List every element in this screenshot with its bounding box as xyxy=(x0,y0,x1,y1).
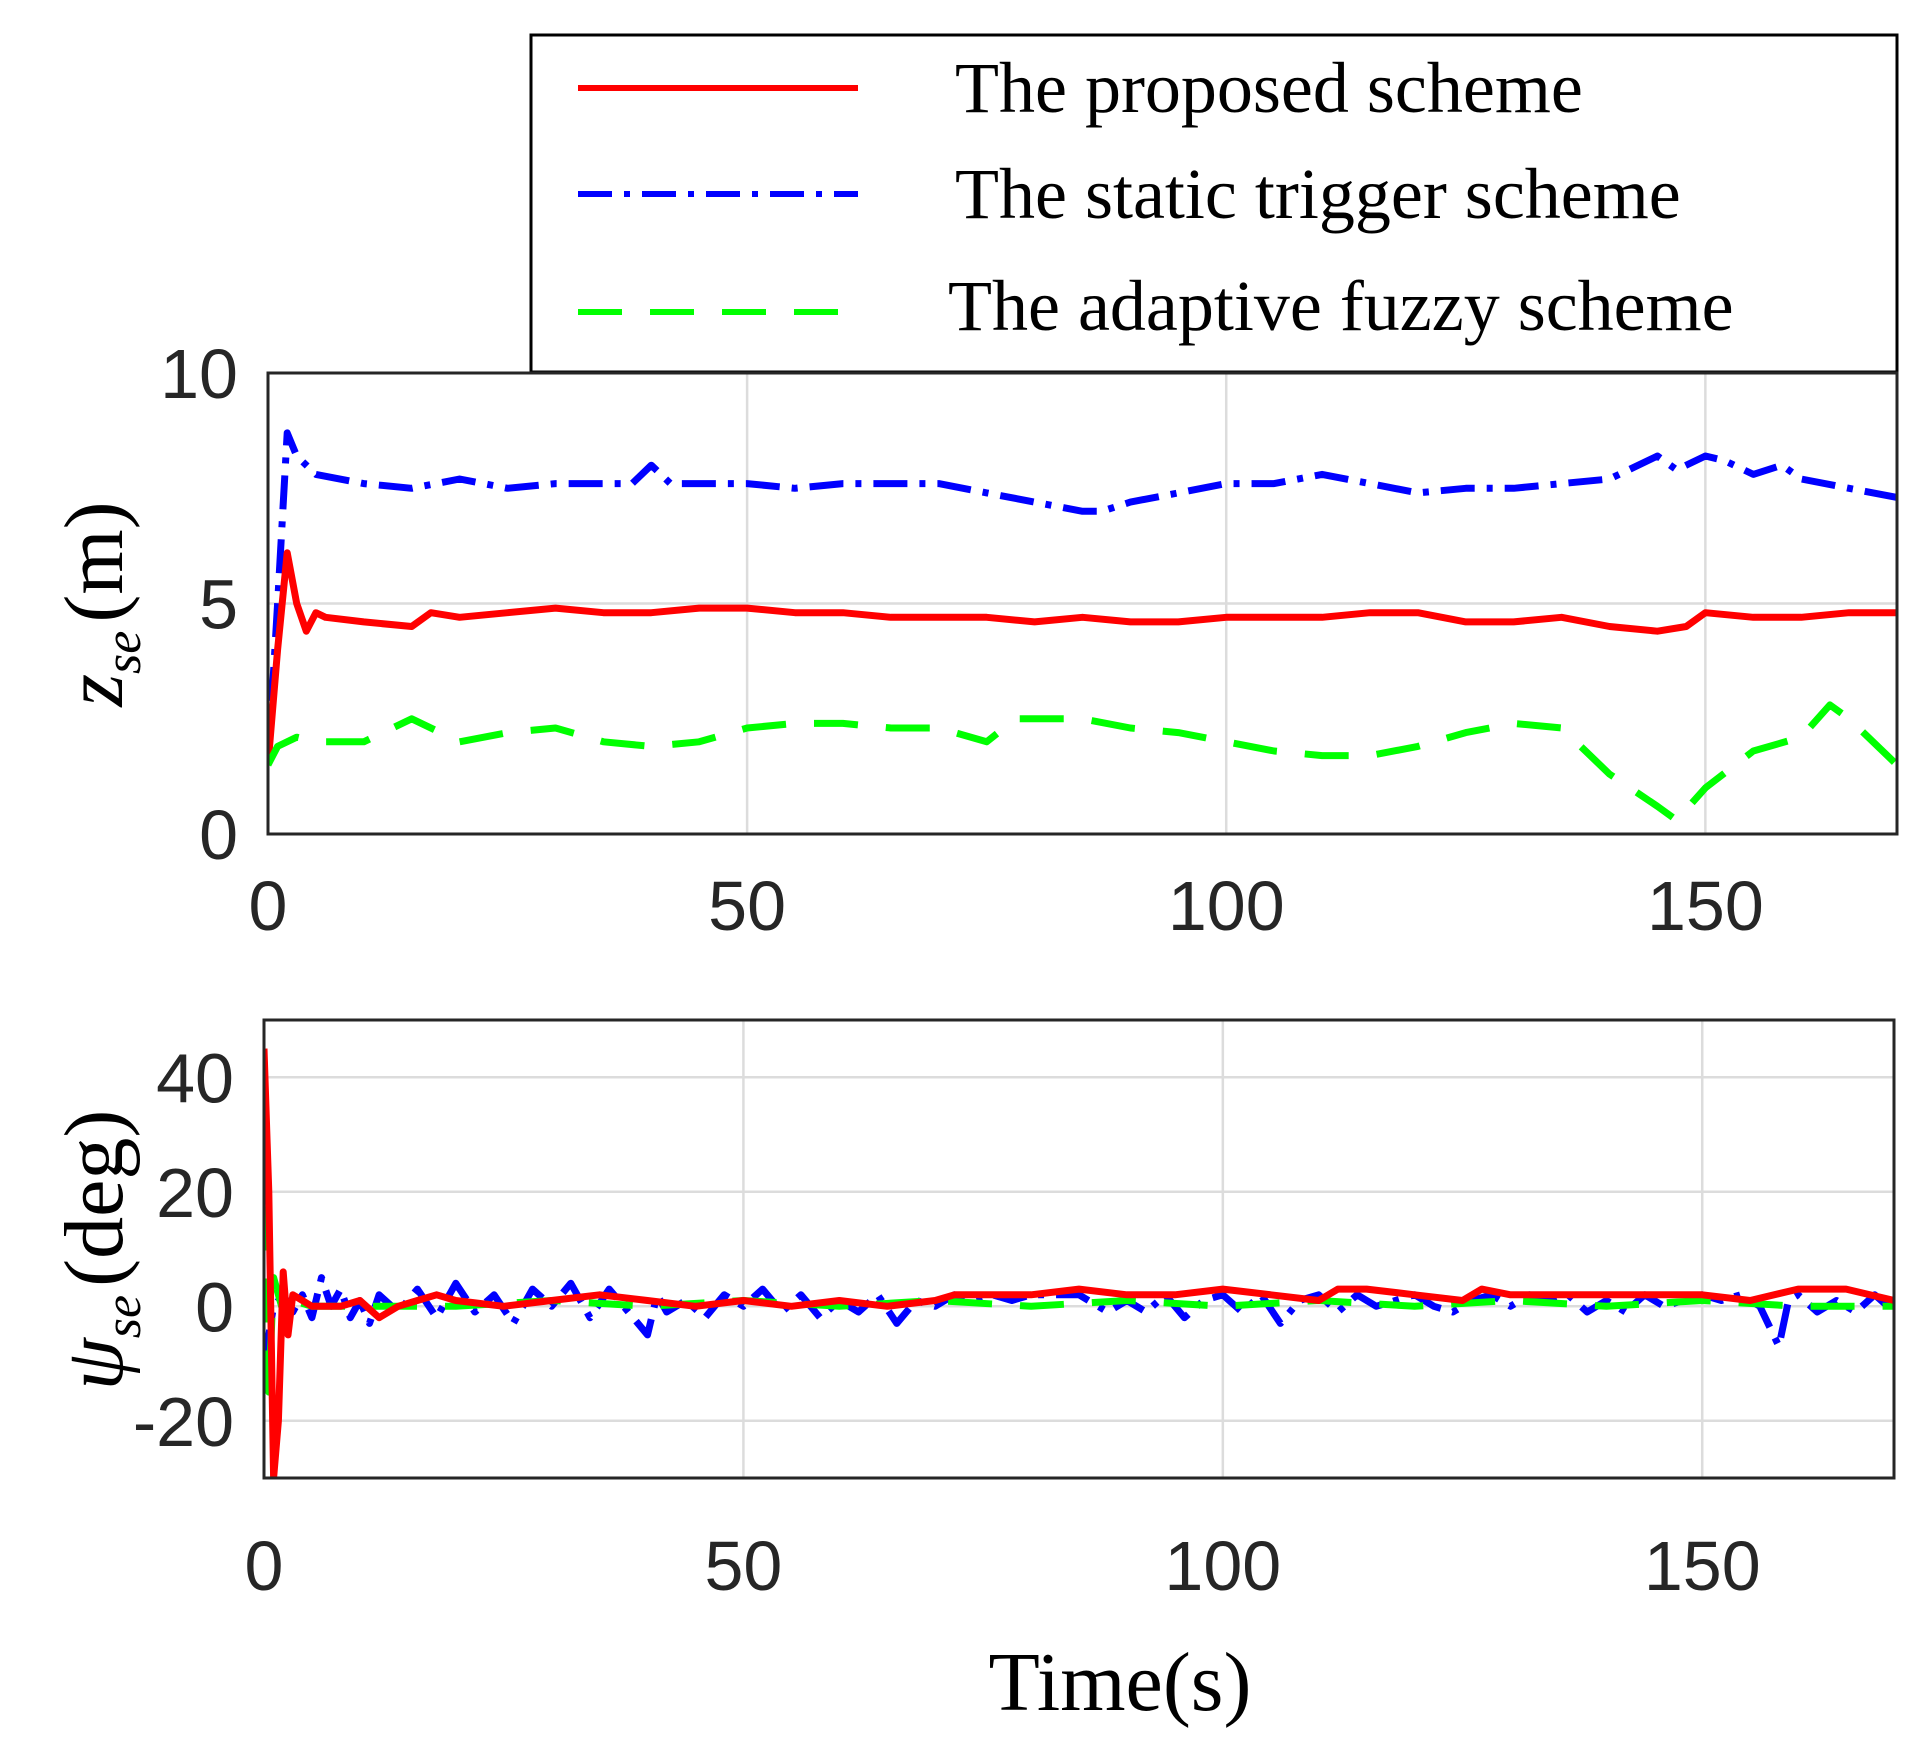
legend-label-adaptive: The adaptive fuzzy scheme xyxy=(948,266,1734,346)
y-label-unit: (deg) xyxy=(48,1110,141,1287)
series-line-adaptive xyxy=(268,701,1897,824)
y-axis-label: ψse (deg) xyxy=(48,1110,152,1391)
tick-labels: 0 50 100 150 0 5 10 xyxy=(160,335,1764,945)
x-tick-label: 0 xyxy=(245,1527,284,1605)
y-tick-label: 0 xyxy=(195,1268,234,1346)
series-line-static xyxy=(268,429,1897,766)
y-label-sub: se xyxy=(95,1295,152,1338)
legend-label-static: The static trigger scheme xyxy=(955,154,1681,234)
y-label-main: z xyxy=(48,674,141,708)
y-tick-label: 5 xyxy=(199,566,238,644)
grid xyxy=(268,373,1897,834)
y-axis-label: zse (m) xyxy=(48,501,152,707)
series-group xyxy=(264,1048,1894,1478)
x-tick-label: 150 xyxy=(1647,867,1764,945)
x-tick-label: 0 xyxy=(249,867,288,945)
axes-frame xyxy=(266,371,1899,836)
x-tick-label: 50 xyxy=(704,1527,782,1605)
y-label-main: ψ xyxy=(48,1336,141,1390)
x-axis-label: Time(s) xyxy=(989,1636,1252,1729)
y-label-sub: se xyxy=(95,631,152,674)
svg-text:zse(m): zse (m) xyxy=(48,501,152,707)
legend-label-proposed: The proposed scheme xyxy=(955,48,1583,128)
x-tick-label: 100 xyxy=(1164,1527,1281,1605)
series-group xyxy=(268,429,1897,824)
subplot-position: 0 50 100 150 0 5 10 zse (m) xyxy=(48,335,1899,945)
legend: The proposed scheme The static trigger s… xyxy=(529,33,1899,374)
y-tick-label: 40 xyxy=(156,1039,234,1117)
x-tick-label: 150 xyxy=(1644,1527,1761,1605)
x-tick-label: 50 xyxy=(708,867,786,945)
y-label-unit: (m) xyxy=(48,501,141,622)
y-tick-label: 0 xyxy=(199,796,238,874)
svg-text:ψse(deg): ψse (deg) xyxy=(48,1110,152,1391)
y-tick-label: 20 xyxy=(156,1154,234,1232)
series-line-proposed xyxy=(264,1048,1894,1478)
series-line-proposed xyxy=(268,549,1897,766)
y-tick-label: 10 xyxy=(160,335,238,413)
x-tick-label: 100 xyxy=(1168,867,1285,945)
y-tick-label: -20 xyxy=(133,1383,234,1461)
legend-box xyxy=(529,33,1899,374)
series-line-adaptive xyxy=(264,1134,1894,1396)
axes-frame xyxy=(262,1018,1896,1480)
